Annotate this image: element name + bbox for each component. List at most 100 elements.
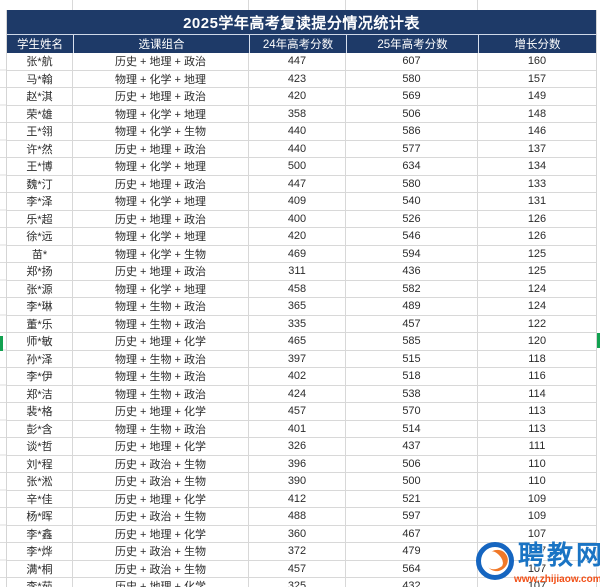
- cell-subject_combo[interactable]: 物理 + 化学 + 生物: [73, 123, 249, 140]
- cell-score_2025[interactable]: 515: [346, 350, 478, 367]
- cell-subject_combo[interactable]: 历史 + 政治 + 生物: [73, 455, 249, 472]
- cell-subject_combo[interactable]: 物理 + 化学 + 地理: [73, 280, 249, 297]
- cell-subject_combo[interactable]: 物理 + 化学 + 地理: [73, 158, 249, 175]
- cell-subject_combo[interactable]: 历史 + 地理 + 政治: [73, 140, 249, 157]
- cell-score_gain[interactable]: 149: [527, 90, 547, 103]
- cell-score_gain[interactable]: 157: [527, 72, 547, 85]
- cell-score_2024[interactable]: 409: [249, 193, 346, 210]
- cell-score_2024[interactable]: 440: [249, 140, 346, 157]
- cell-student_name[interactable]: 苗*: [7, 245, 73, 262]
- cell-score_2025[interactable]: 582: [346, 280, 478, 297]
- cell-score_2024[interactable]: 400: [249, 210, 346, 227]
- cell-score_2025[interactable]: 564: [346, 560, 478, 577]
- cell-score_2025[interactable]: 457: [346, 315, 478, 332]
- cell-score_2024[interactable]: 420: [249, 228, 346, 245]
- cell-student_name[interactable]: 李*伊: [7, 368, 73, 385]
- cell-score_2024[interactable]: 360: [249, 525, 346, 542]
- cell-score_gain[interactable]: 107: [527, 562, 547, 575]
- cell-student_name[interactable]: 谈*哲: [7, 438, 73, 455]
- cell-score_gain[interactable]: 107: [527, 527, 547, 540]
- table-row[interactable]: 孙*泽 物理 + 生物 + 政治 397 515 118: [7, 350, 596, 368]
- cell-score_2025[interactable]: 538: [346, 385, 478, 402]
- cell-score_gain[interactable]: 111: [528, 440, 546, 453]
- table-row[interactable]: 彭*含 物理 + 生物 + 政治 401 514 113: [7, 420, 596, 438]
- cell-score_gain[interactable]: 125: [527, 247, 547, 260]
- cell-student_name[interactable]: 杨*晖: [7, 508, 73, 525]
- cell-subject_combo[interactable]: 历史 + 地理 + 政治: [73, 210, 249, 227]
- table-row[interactable]: 李*琳 物理 + 生物 + 政治 365 489 124: [7, 298, 596, 316]
- cell-subject_combo[interactable]: 历史 + 地理 + 政治: [73, 263, 249, 280]
- cell-student_name[interactable]: 李*烨: [7, 543, 73, 560]
- cell-score_gain[interactable]: 107: [527, 580, 547, 587]
- cell-subject_combo[interactable]: 历史 + 地理 + 化学: [73, 403, 249, 420]
- cell-score_2025[interactable]: 580: [346, 70, 478, 87]
- cell-subject_combo[interactable]: 历史 + 地理 + 化学: [73, 578, 249, 587]
- cell-score_2024[interactable]: 447: [249, 175, 346, 192]
- table-row[interactable]: 许*然 历史 + 地理 + 政治 440 577 137: [7, 140, 596, 158]
- cell-subject_combo[interactable]: 物理 + 化学 + 地理: [73, 193, 249, 210]
- cell-score_2025[interactable]: 569: [346, 88, 478, 105]
- cell-score_2025[interactable]: 594: [346, 245, 478, 262]
- cell-subject_combo[interactable]: 历史 + 地理 + 化学: [73, 438, 249, 455]
- cell-student_name[interactable]: 张*淞: [7, 473, 73, 490]
- cell-student_name[interactable]: 孙*泽: [7, 350, 73, 367]
- table-row[interactable]: 王*翎 物理 + 化学 + 生物 440 586 146: [7, 123, 596, 141]
- cell-score_gain[interactable]: 124: [527, 300, 547, 313]
- table-row[interactable]: 辛*佳 历史 + 地理 + 化学 412 521 109: [7, 490, 596, 508]
- cell-score_2024[interactable]: 420: [249, 88, 346, 105]
- cell-score_2025[interactable]: 585: [346, 333, 478, 350]
- cell-score_gain[interactable]: 114: [528, 387, 546, 400]
- cell-subject_combo[interactable]: 物理 + 生物 + 政治: [73, 298, 249, 315]
- cell-score_2025[interactable]: 521: [346, 490, 478, 507]
- cell-score_gain[interactable]: 110: [528, 457, 546, 470]
- cell-student_name[interactable]: 张*航: [7, 53, 73, 70]
- table-row[interactable]: 魏*汀 历史 + 地理 + 政治 447 580 133: [7, 175, 596, 193]
- cell-subject_combo[interactable]: 物理 + 化学 + 地理: [73, 228, 249, 245]
- cell-score_2025[interactable]: 437: [346, 438, 478, 455]
- table-row[interactable]: 苗* 物理 + 化学 + 生物 469 594 125: [7, 245, 596, 263]
- table-row[interactable]: 马*翰 物理 + 化学 + 地理 423 580 157: [7, 70, 596, 88]
- cell-score_2024[interactable]: 458: [249, 280, 346, 297]
- cell-subject_combo[interactable]: 物理 + 生物 + 政治: [73, 420, 249, 437]
- cell-score_2024[interactable]: 469: [249, 245, 346, 262]
- column-header-score-2024[interactable]: 24年高考分数: [249, 35, 346, 53]
- cell-student_name[interactable]: 郑*洁: [7, 385, 73, 402]
- cell-score_2025[interactable]: 432: [346, 578, 478, 587]
- cell-score_2024[interactable]: 325: [249, 578, 346, 587]
- table-row[interactable]: 谈*哲 历史 + 地理 + 化学 326 437 111: [7, 438, 596, 456]
- table-row[interactable]: 李*烨 历史 + 政治 + 生物 372 479 107: [7, 543, 596, 561]
- cell-score_2025[interactable]: 577: [346, 140, 478, 157]
- cell-student_name[interactable]: 刘*程: [7, 455, 73, 472]
- cell-score_2024[interactable]: 326: [249, 438, 346, 455]
- table-row[interactable]: 张*淞 历史 + 政治 + 生物 390 500 110: [7, 473, 596, 491]
- table-title-cell[interactable]: 2025学年高考复读提分情况统计表: [7, 10, 596, 35]
- cell-subject_combo[interactable]: 历史 + 政治 + 生物: [73, 508, 249, 525]
- cell-score_2025[interactable]: 586: [346, 123, 478, 140]
- cell-score_gain[interactable]: 109: [527, 492, 547, 505]
- table-row[interactable]: 杨*晖 历史 + 政治 + 生物 488 597 109: [7, 508, 596, 526]
- table-row[interactable]: 徐*远 物理 + 化学 + 地理 420 546 126: [7, 228, 596, 246]
- cell-subject_combo[interactable]: 历史 + 地理 + 政治: [73, 53, 249, 70]
- table-row[interactable]: 李*茹历史 + 地理 + 化学325432 107: [7, 578, 596, 587]
- cell-subject_combo[interactable]: 历史 + 政治 + 生物: [73, 473, 249, 490]
- cell-score_2024[interactable]: 401: [249, 420, 346, 437]
- cell-score_2024[interactable]: 440: [249, 123, 346, 140]
- cell-score_2024[interactable]: 402: [249, 368, 346, 385]
- cell-score_2025[interactable]: 467: [346, 525, 478, 542]
- table-row[interactable]: 满*桐 历史 + 政治 + 生物 457 564 107: [7, 560, 596, 578]
- cell-score_2024[interactable]: 488: [249, 508, 346, 525]
- cell-score_2025[interactable]: 580: [346, 175, 478, 192]
- cell-score_2024[interactable]: 365: [249, 298, 346, 315]
- cell-student_name[interactable]: 赵*淇: [7, 88, 73, 105]
- cell-score_gain[interactable]: 134: [527, 160, 547, 173]
- cell-score_2024[interactable]: 447: [249, 53, 346, 70]
- cell-student_name[interactable]: 王*翎: [7, 123, 73, 140]
- cell-score_2024[interactable]: 390: [249, 473, 346, 490]
- cell-score_gain[interactable]: 137: [527, 142, 547, 155]
- column-header-score-2025[interactable]: 25年高考分数: [346, 35, 478, 53]
- cell-score_gain[interactable]: 113: [528, 422, 546, 435]
- cell-subject_combo[interactable]: 历史 + 地理 + 政治: [73, 88, 249, 105]
- cell-score_gain[interactable]: 107: [527, 545, 547, 558]
- cell-score_2025[interactable]: 489: [346, 298, 478, 315]
- cell-student_name[interactable]: 彭*含: [7, 420, 73, 437]
